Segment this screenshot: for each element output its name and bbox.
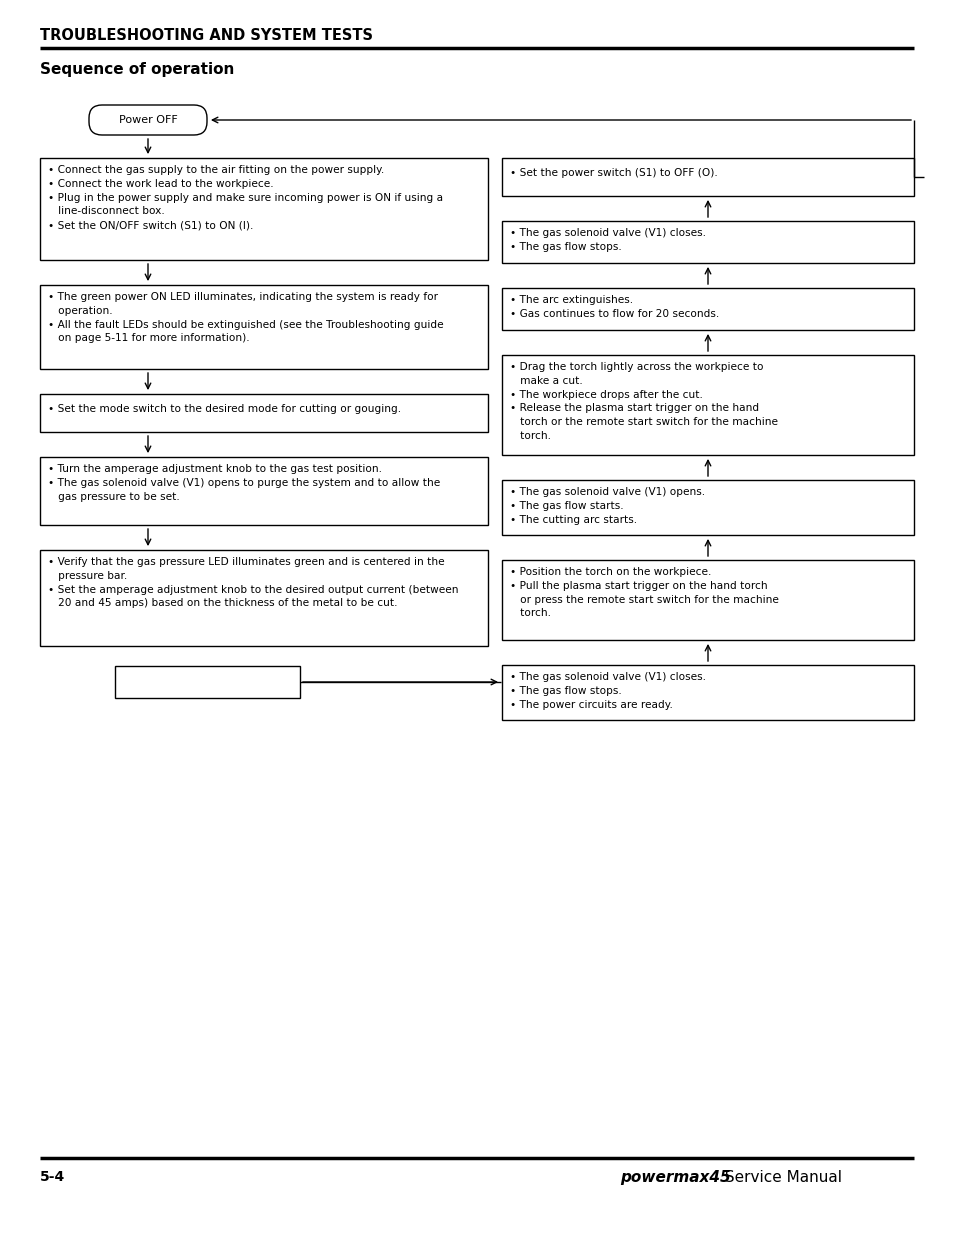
Text: • All the fault LEDs should be extinguished (see the Troubleshooting guide: • All the fault LEDs should be extinguis… <box>48 320 443 330</box>
Bar <box>501 664 913 720</box>
Text: • Gas continues to flow for 20 seconds.: • Gas continues to flow for 20 seconds. <box>510 309 719 319</box>
Text: pressure bar.: pressure bar. <box>48 571 127 580</box>
Text: Service Manual: Service Manual <box>720 1170 841 1186</box>
Text: • The gas flow stops.: • The gas flow stops. <box>510 242 621 252</box>
Text: • The gas flow starts.: • The gas flow starts. <box>510 501 623 511</box>
Bar <box>40 457 488 525</box>
Text: • Set the mode switch to the desired mode for cutting or gouging.: • Set the mode switch to the desired mod… <box>48 404 400 414</box>
Bar <box>501 354 913 454</box>
Text: • Pull the plasma start trigger on the hand torch: • Pull the plasma start trigger on the h… <box>510 580 767 590</box>
Text: operation.: operation. <box>48 306 112 316</box>
Text: • Set the ON/OFF switch (S1) to ON (I).: • Set the ON/OFF switch (S1) to ON (I). <box>48 220 253 230</box>
Text: • Plug in the power supply and make sure incoming power is ON if using a: • Plug in the power supply and make sure… <box>48 193 442 203</box>
Text: • Position the torch on the workpiece.: • Position the torch on the workpiece. <box>510 567 711 577</box>
Text: 5-4: 5-4 <box>40 1170 65 1184</box>
Text: torch.: torch. <box>510 609 551 619</box>
Text: TROUBLESHOOTING AND SYSTEM TESTS: TROUBLESHOOTING AND SYSTEM TESTS <box>40 28 373 43</box>
Bar <box>40 550 488 646</box>
Text: Power OFF: Power OFF <box>118 115 177 125</box>
Text: make a cut.: make a cut. <box>510 375 582 385</box>
Text: • Turn the amperage adjustment knob to the gas test position.: • Turn the amperage adjustment knob to t… <box>48 464 381 474</box>
Text: • The gas flow stops.: • The gas flow stops. <box>510 685 621 695</box>
Text: torch or the remote start switch for the machine: torch or the remote start switch for the… <box>510 417 778 427</box>
Text: • Release the plasma start trigger on the hand: • Release the plasma start trigger on th… <box>510 404 759 414</box>
Bar <box>115 666 299 698</box>
Text: • The power circuits are ready.: • The power circuits are ready. <box>510 699 672 710</box>
Text: Sequence of operation: Sequence of operation <box>40 62 234 77</box>
Bar <box>501 158 913 196</box>
Text: powermax45: powermax45 <box>619 1170 730 1186</box>
Bar <box>40 285 488 369</box>
Text: • Connect the gas supply to the air fitting on the power supply.: • Connect the gas supply to the air fitt… <box>48 165 384 175</box>
Bar <box>501 480 913 535</box>
Text: • Verify that the gas pressure LED illuminates green and is centered in the: • Verify that the gas pressure LED illum… <box>48 557 444 567</box>
Text: • The workpiece drops after the cut.: • The workpiece drops after the cut. <box>510 389 702 400</box>
Bar <box>501 288 913 330</box>
Text: • Set the power switch (S1) to OFF (O).: • Set the power switch (S1) to OFF (O). <box>510 168 717 178</box>
Text: • The cutting arc starts.: • The cutting arc starts. <box>510 515 637 525</box>
Bar <box>501 221 913 263</box>
Text: • The gas solenoid valve (V1) closes.: • The gas solenoid valve (V1) closes. <box>510 672 705 682</box>
Text: • The gas solenoid valve (V1) closes.: • The gas solenoid valve (V1) closes. <box>510 228 705 238</box>
Text: • The gas solenoid valve (V1) opens to purge the system and to allow the: • The gas solenoid valve (V1) opens to p… <box>48 478 439 488</box>
Bar <box>40 158 488 261</box>
Text: • Set the amperage adjustment knob to the desired output current (between: • Set the amperage adjustment knob to th… <box>48 584 458 594</box>
Text: on page 5-11 for more information).: on page 5-11 for more information). <box>48 333 250 343</box>
Text: • The gas solenoid valve (V1) opens.: • The gas solenoid valve (V1) opens. <box>510 487 704 496</box>
Text: torch.: torch. <box>510 431 551 441</box>
Text: • The green power ON LED illuminates, indicating the system is ready for: • The green power ON LED illuminates, in… <box>48 291 437 303</box>
Text: • Drag the torch lightly across the workpiece to: • Drag the torch lightly across the work… <box>510 362 762 372</box>
Bar <box>501 559 913 640</box>
FancyBboxPatch shape <box>89 105 207 135</box>
Text: • Connect the work lead to the workpiece.: • Connect the work lead to the workpiece… <box>48 179 274 189</box>
Text: gas pressure to be set.: gas pressure to be set. <box>48 492 179 501</box>
Text: line-disconnect box.: line-disconnect box. <box>48 206 165 216</box>
Text: or press the remote start switch for the machine: or press the remote start switch for the… <box>510 594 778 605</box>
Bar <box>40 394 488 432</box>
Text: • The arc extinguishes.: • The arc extinguishes. <box>510 295 633 305</box>
Text: 20 and 45 amps) based on the thickness of the metal to be cut.: 20 and 45 amps) based on the thickness o… <box>48 599 397 609</box>
